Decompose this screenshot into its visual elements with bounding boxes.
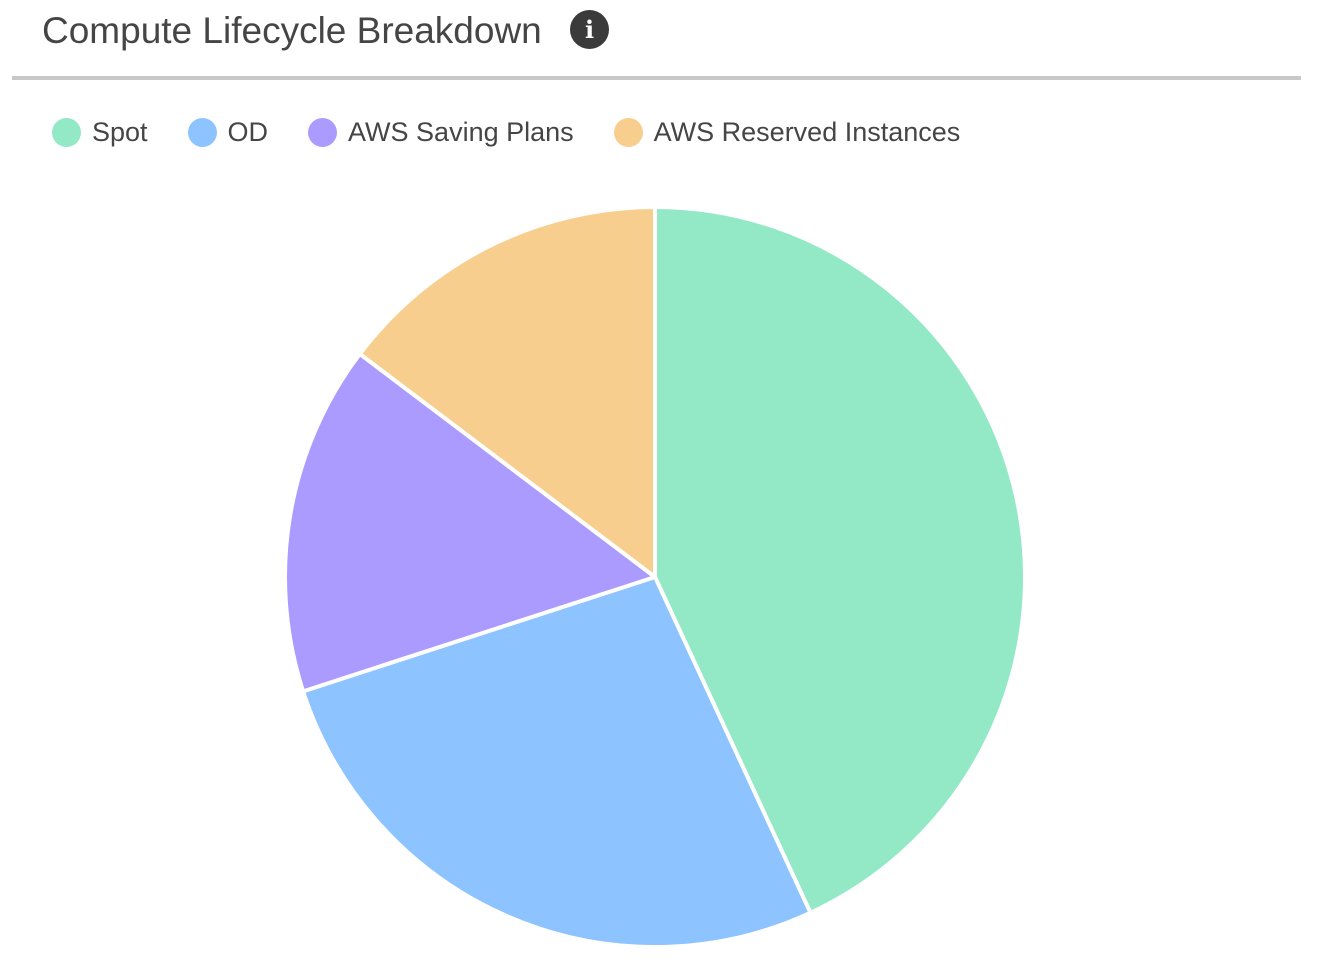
pie-slice-spot[interactable] xyxy=(653,205,1027,915)
legend-swatch-spot xyxy=(52,117,81,147)
pie-slice-aws-saving-plans[interactable] xyxy=(283,351,657,694)
legend-item-aws-saving-plans[interactable]: AWS Saving Plans xyxy=(308,117,574,148)
legend-label-spot: Spot xyxy=(92,116,148,147)
legend-item-spot[interactable]: Spot xyxy=(52,117,148,148)
chart-header: Compute Lifecycle Breakdown i xyxy=(12,0,1301,80)
info-icon[interactable]: i xyxy=(570,10,609,49)
legend-swatch-od xyxy=(187,117,217,147)
legend-label-aws-saving-plans: AWS Saving Plans xyxy=(348,116,574,147)
legend-item-od[interactable]: OD xyxy=(187,116,269,148)
legend-item-aws-reserved-instances[interactable]: AWS Reserved Instances xyxy=(613,116,961,148)
legend-swatch-aws-saving-plans xyxy=(308,117,338,147)
legend-label-od: OD xyxy=(227,116,269,147)
chart-title: Compute Lifecycle Breakdown xyxy=(42,10,542,51)
legend-swatch-aws-reserved-instances xyxy=(613,117,643,147)
chart-legend: Spot OD AWS Saving Plans AWS Reserved In… xyxy=(52,112,1000,152)
legend-label-aws-reserved-instances: AWS Reserved Instances xyxy=(653,116,961,147)
pie-slice-od[interactable] xyxy=(301,575,813,949)
pie-slice-aws-reserved-instances[interactable] xyxy=(357,205,657,579)
